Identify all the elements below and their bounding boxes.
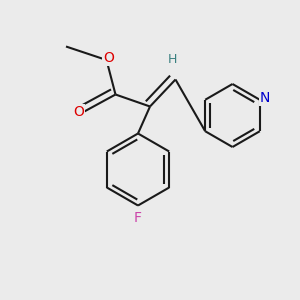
Text: O: O xyxy=(74,106,84,119)
Text: F: F xyxy=(134,211,142,225)
Text: H: H xyxy=(168,52,177,66)
Text: N: N xyxy=(260,91,270,105)
Text: O: O xyxy=(103,51,114,64)
